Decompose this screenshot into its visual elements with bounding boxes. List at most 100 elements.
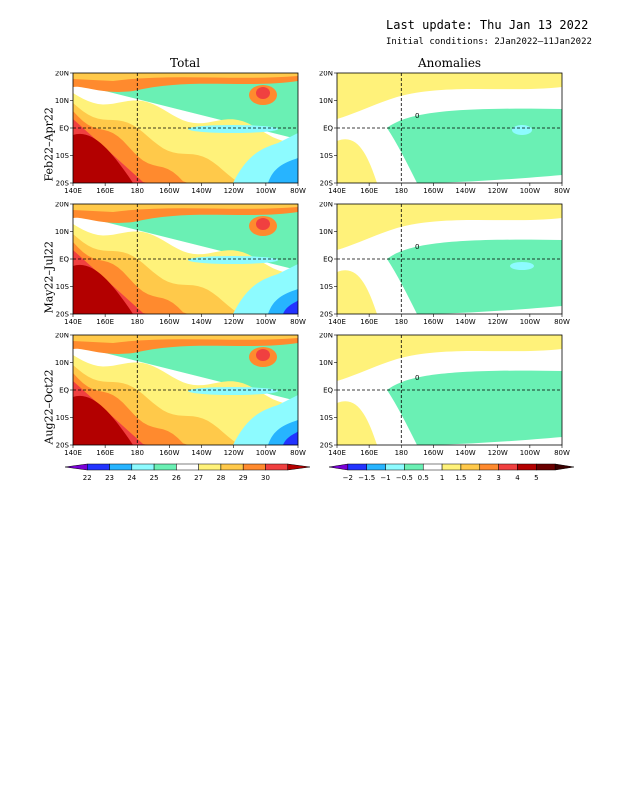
last-update-text: Last update: Thu Jan 13 2022 — [386, 18, 589, 32]
strong-negative-anomaly — [512, 125, 532, 135]
x-tick-label: 140W — [455, 187, 475, 195]
northern-band — [73, 73, 298, 81]
x-tick-label: 180 — [395, 449, 408, 457]
anomalies-colorbar-label: −0.5 — [396, 474, 413, 482]
x-tick-label: 100W — [256, 449, 276, 457]
positive-anomaly-southwest — [337, 270, 377, 314]
x-tick-label: 140W — [191, 449, 211, 457]
y-tick-label: 10N — [319, 359, 333, 367]
total-colorbar-swatch — [265, 463, 288, 471]
anomalies-colorbar-swatch — [460, 463, 481, 471]
anomalies-colorbar-swatch — [422, 463, 443, 471]
x-tick-label: 100W — [256, 318, 276, 326]
eastern-cold-region — [268, 158, 298, 183]
eastern-coldest-region — [283, 300, 298, 314]
anomalies-colorbar-label: 1 — [440, 474, 444, 482]
anomalies-colorbar-label: −2 — [343, 474, 353, 482]
x-tick-label: 140E — [64, 449, 82, 457]
total-colorbar-swatch — [176, 463, 199, 471]
total-colorbar-label: 26 — [172, 474, 181, 482]
anomalies-colorbar-label: 2 — [478, 474, 482, 482]
total-colorbar-swatch — [109, 463, 133, 471]
column-title-total: Total — [170, 56, 201, 70]
x-tick-label: 120W — [224, 318, 244, 326]
x-tick-label: 180 — [395, 318, 408, 326]
x-tick-label: 80W — [290, 187, 306, 195]
map-area: 140E 160E 180 160W 140W 120W 100W 80W 20N 10N EQ 10… — [319, 202, 570, 326]
y-tick-label: EQ — [59, 256, 69, 264]
anomalies-colorbar-swatch — [554, 463, 575, 471]
total-colorbar-swatch — [153, 463, 177, 471]
x-tick-label: 80W — [290, 318, 306, 326]
anomalies-colorbar-swatch — [328, 463, 349, 471]
x-tick-label: 120W — [488, 318, 508, 326]
y-tick-label: 10S — [56, 414, 70, 422]
total-colorbar-label: 25 — [150, 474, 159, 482]
x-tick-label: 160W — [159, 187, 179, 195]
anomalies-colorbar-label: 0.5 — [418, 474, 429, 482]
temperature-band — [73, 373, 298, 445]
total-colorbar-swatch — [131, 463, 155, 471]
x-tick-label: 180 — [395, 187, 408, 195]
x-tick-label: 160W — [159, 318, 179, 326]
y-tick-label: 20N — [55, 333, 69, 340]
x-tick-label: 140E — [64, 187, 82, 195]
anomalies-colorbar-swatch — [441, 463, 462, 471]
anomalies-colorbar-swatch — [498, 463, 518, 471]
total-colorbar-label: 28 — [216, 474, 225, 482]
initial-conditions-text: Initial conditions: 2Jan2022–11Jan2022 — [386, 37, 592, 47]
y-tick-label: EQ — [323, 256, 333, 264]
y-tick-label: 20N — [319, 202, 333, 209]
y-tick-label: 10N — [319, 97, 333, 105]
zero-contour-label: 0 — [415, 243, 419, 251]
y-tick-label: EQ — [59, 125, 69, 133]
anomalies-colorbar-swatch — [479, 463, 499, 471]
anomalies-colorbar-swatch — [404, 463, 424, 471]
y-tick-label: 20S — [320, 180, 334, 188]
x-tick-label: 100W — [520, 187, 540, 195]
zero-contour-label: 0 — [415, 374, 419, 382]
anomalies-colorbar-swatch — [536, 463, 556, 471]
warm-pool — [73, 133, 133, 183]
positive-anomaly-north — [337, 204, 562, 250]
northeast-hot-region — [256, 218, 270, 230]
anomalies-colorbar-label: 1.5 — [455, 474, 466, 482]
y-tick-label: 10S — [56, 152, 70, 160]
y-tick-label: 10S — [320, 414, 334, 422]
strong-negative-anomaly — [510, 262, 534, 270]
temperature-band — [73, 111, 298, 183]
x-tick-label: 180 — [131, 187, 144, 195]
cold-tongue — [188, 256, 278, 264]
x-tick-label: 120W — [224, 187, 244, 195]
x-tick-label: 140E — [328, 318, 346, 326]
x-tick-label: 160E — [96, 449, 114, 457]
warm-pool — [73, 395, 133, 445]
anomalies-colorbar-swatch — [347, 463, 367, 471]
y-tick-label: EQ — [59, 387, 69, 395]
map-panel: 140E 160E 180 160W 140W 120W 100W 80W 20N 10N EQ 10… — [55, 333, 306, 457]
x-tick-label: 140W — [455, 449, 475, 457]
cold-tongue — [188, 387, 278, 395]
temperature-band — [73, 242, 298, 314]
anomalies-colorbar-label: 5 — [534, 474, 538, 482]
column-title-anomalies: Anomalies — [418, 56, 482, 70]
total-colorbar-swatch — [287, 463, 311, 471]
positive-anomaly-north — [337, 335, 562, 381]
x-tick-label: 80W — [554, 449, 570, 457]
total-colorbar: 22 23 24 25 26 27 28 29 30 — [64, 463, 311, 482]
x-tick-label: 160E — [360, 449, 378, 457]
x-tick-label: 160E — [96, 187, 114, 195]
x-tick-label: 80W — [554, 187, 570, 195]
y-tick-label: 20N — [319, 71, 333, 78]
map-panel: 140E 160E 180 160W 140W 120W 100W 80W 20N 10N EQ 10… — [55, 202, 306, 326]
total-colorbar-label: 30 — [261, 474, 270, 482]
y-tick-label: 20S — [56, 442, 70, 450]
x-tick-label: 180 — [131, 318, 144, 326]
anomalies-colorbar-label: 3 — [496, 474, 500, 482]
total-colorbar-label: 22 — [83, 474, 92, 482]
y-tick-label: 10N — [55, 97, 69, 105]
x-tick-label: 160W — [423, 449, 443, 457]
positive-anomaly-north — [337, 73, 562, 119]
warm-pool — [73, 264, 133, 314]
eastern-coldest-region — [283, 431, 298, 445]
